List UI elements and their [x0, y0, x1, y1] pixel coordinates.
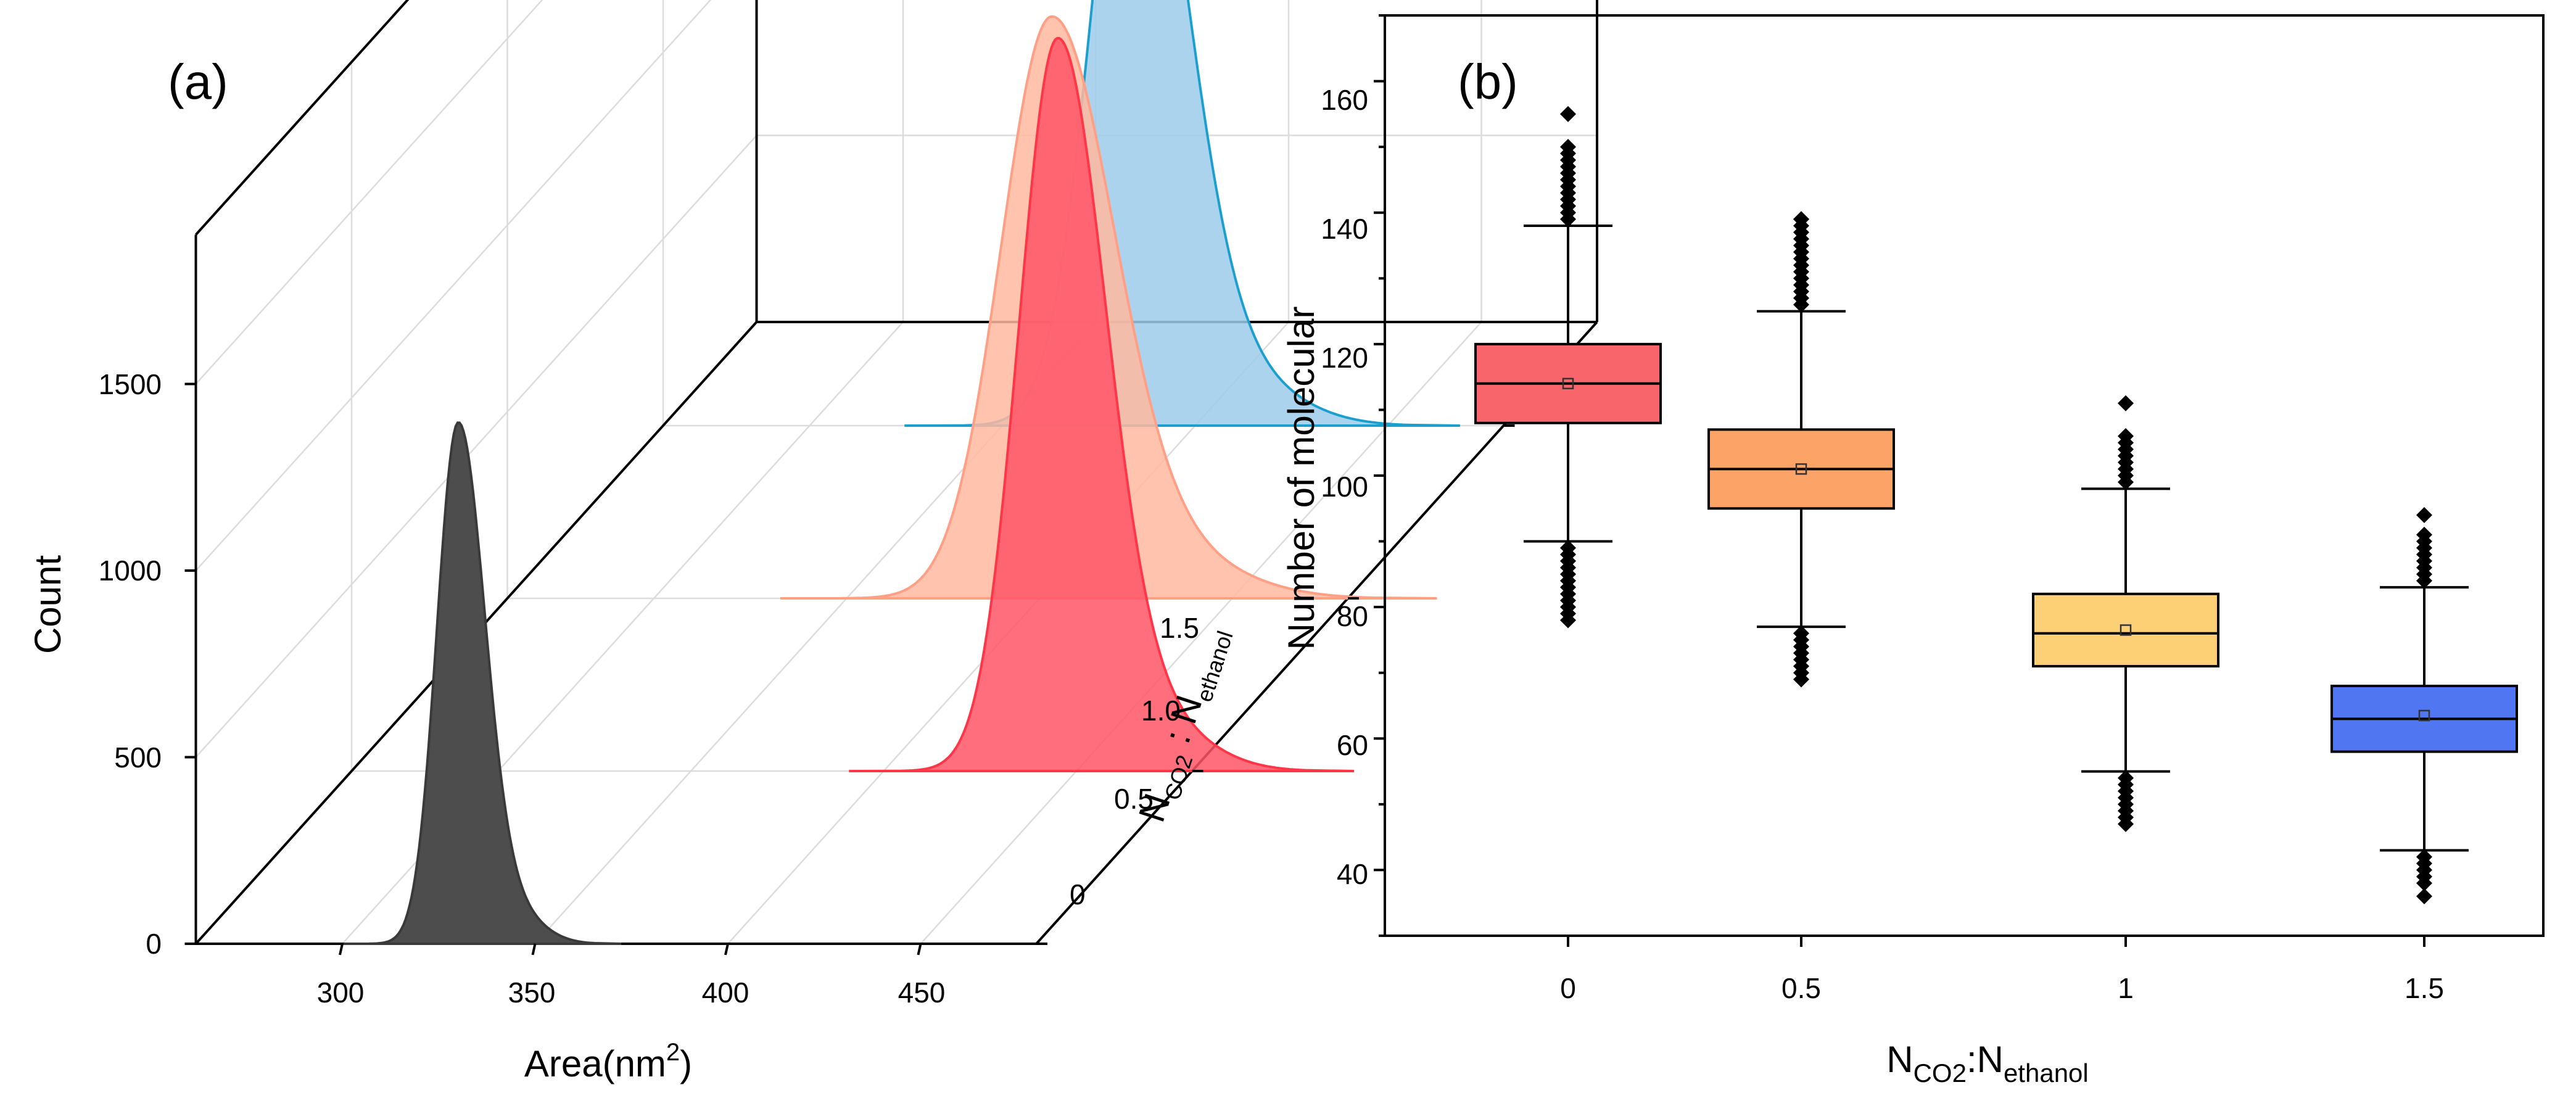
a-xtick-mark-1 [531, 943, 537, 955]
b-box-group-0-5 [1707, 211, 1895, 688]
b-ytick-3: 100 [1321, 471, 1368, 503]
b-outlier-low [1793, 625, 1809, 642]
a-series-0-5 [849, 37, 1355, 772]
b-ytick-6: 160 [1321, 84, 1368, 116]
a-series-fill-1-0 [780, 15, 1437, 600]
b-boxes [1474, 105, 2518, 905]
b-outlier-low [1560, 540, 1576, 556]
a-ylabel: Count [27, 555, 68, 654]
b-ytick-2: 80 [1337, 600, 1368, 632]
a-ytick-3: 1500 [99, 368, 162, 400]
b-ylabel: Number of molecular [1281, 307, 1322, 650]
a-series-fill-0 [343, 421, 622, 945]
a-ztick-3: 1.5 [1160, 612, 1199, 644]
b-ytick-1: 60 [1337, 729, 1368, 761]
panel-a-ticks [184, 382, 1515, 955]
b-ytick-0: 40 [1337, 858, 1368, 890]
b-plot-frame [1384, 14, 2545, 937]
b-ytick-4: 120 [1321, 342, 1368, 374]
a-left-grid-c-0 [195, 134, 758, 758]
a-ytick-1: 500 [114, 741, 162, 774]
a-xtick-mark-2 [724, 943, 729, 955]
b-mean-marker [1795, 463, 1807, 475]
a-xtick-1: 350 [508, 976, 556, 1009]
a-ztick-1: 0.5 [1114, 783, 1154, 815]
a-series-0 [343, 421, 622, 945]
b-box-group-0 [1474, 105, 1662, 629]
b-outlier-max [1793, 211, 1809, 228]
b-box-1 [2032, 592, 2219, 668]
b-xtick-1: 0.5 [1781, 972, 1821, 1004]
panel-a-series [343, 0, 1460, 945]
panel-a-3d-histogram: (a) 0 500 1000 1500 300 350 400 450 0 0.… [27, 0, 1598, 1084]
a-xtick-3: 450 [898, 976, 946, 1009]
b-box-group-1-5 [2330, 506, 2518, 905]
a-xlabel: Area(nm2) [524, 1039, 692, 1084]
panel-b-boxplot: (b) 40 60 80 100 120 140 160 0 0.5 1 1.5… [1281, 14, 2545, 1087]
b-outlier-low [2118, 770, 2134, 786]
b-outlier-high [2416, 526, 2432, 543]
b-outlier-max [2416, 506, 2432, 523]
b-box-group-1 [2032, 395, 2219, 832]
a-series-fill-0-5 [849, 37, 1355, 772]
a-xtick-0: 300 [317, 976, 365, 1009]
b-mean-marker [1562, 378, 1574, 390]
panel-a-label: (a) [168, 54, 228, 109]
panel-a-gridlines [195, 0, 1597, 945]
a-xtick-mark-0 [339, 943, 344, 955]
b-xtick-3: 1.5 [2405, 972, 2444, 1004]
b-mean-marker [2120, 624, 2132, 636]
b-outlier-max [1560, 105, 1576, 122]
a-left-grid-c-2 [195, 0, 543, 385]
b-mean-marker [2418, 709, 2430, 722]
a-xtick-mark-3 [917, 943, 922, 955]
a-ytick-0: 0 [146, 928, 162, 960]
b-outlier-high [1560, 139, 1576, 155]
b-ytick-5: 140 [1321, 213, 1368, 245]
b-xtick-0: 0 [1560, 972, 1576, 1004]
panel-b-label: (b) [1458, 54, 1518, 109]
b-outlier-max [2118, 395, 2134, 411]
a-frame-edge-6 [195, 0, 410, 236]
b-outlier-high [2118, 428, 2134, 445]
b-xtick-2: 1 [2118, 972, 2134, 1004]
a-series-1-0 [780, 15, 1437, 600]
b-outlier-low [2416, 849, 2432, 865]
a-xtick-2: 400 [702, 976, 749, 1009]
a-ztick-0: 0 [1070, 878, 1086, 910]
a-ytick-2: 1000 [99, 555, 162, 587]
a-left-grid-c-1 [195, 0, 712, 571]
b-xlabel: NCO2:Nethanol [1886, 1039, 2089, 1087]
b-ticks [1374, 14, 2425, 947]
b-outlier-min [2416, 888, 2432, 905]
panel-a-frame [194, 0, 1598, 945]
a-ztick-2: 1.0 [1141, 695, 1181, 727]
